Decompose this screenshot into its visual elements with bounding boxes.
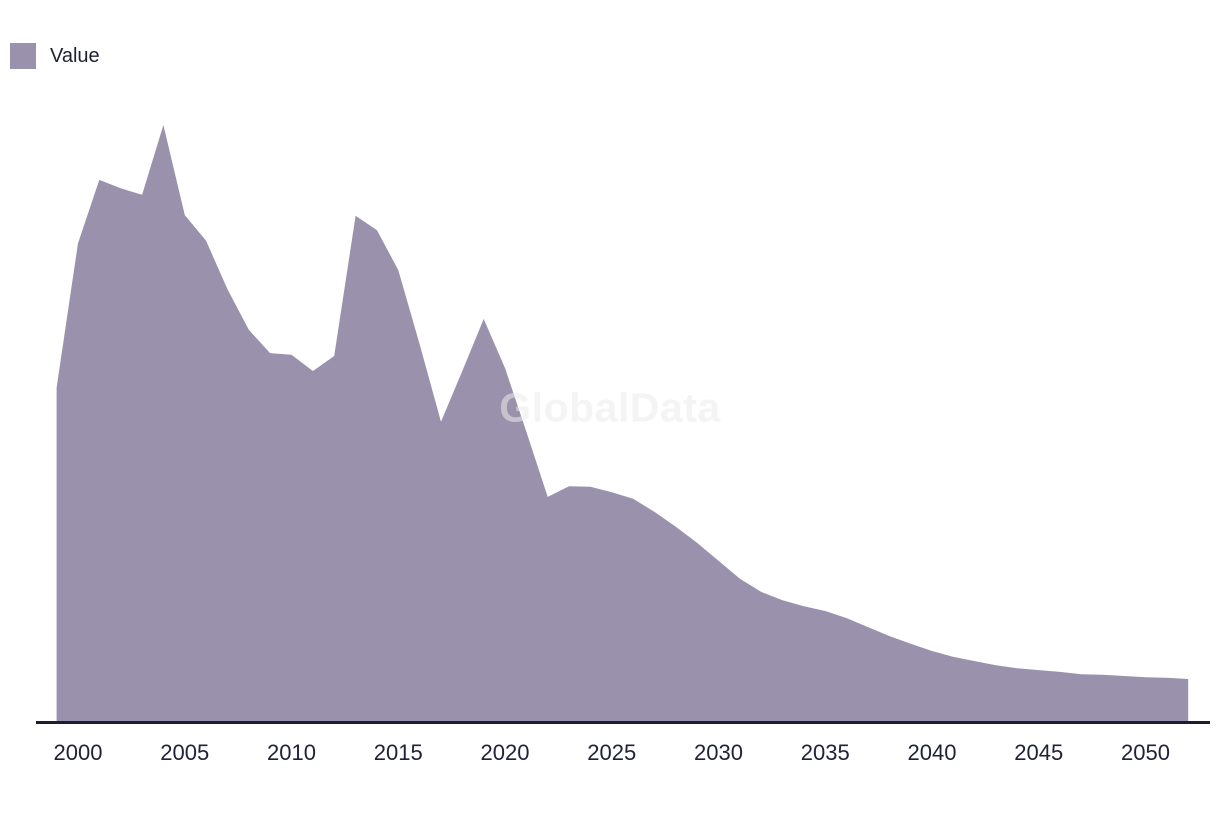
x-axis-tick-label: 2025	[587, 740, 637, 765]
x-axis-tick-label: 2000	[53, 740, 103, 765]
x-axis-tick-label: 2010	[267, 740, 316, 765]
x-axis-tick-label: 2035	[800, 740, 850, 765]
x-axis-tick-label: 2005	[160, 740, 210, 765]
legend-swatch	[10, 43, 36, 69]
x-axis-tick-label: 2030	[694, 740, 743, 765]
x-axis-tick-label: 2040	[907, 740, 957, 765]
x-axis-tick-label: 2020	[480, 740, 530, 765]
legend: Value	[10, 43, 100, 69]
legend-label: Value	[50, 45, 100, 67]
area-series-value	[56, 125, 1189, 722]
x-axis-tick-label: 2050	[1121, 740, 1170, 765]
x-axis-tick-label: 2045	[1014, 740, 1064, 765]
x-axis-tick-label: 2015	[373, 740, 423, 765]
x-axis: 2000 2005 2010 2015 2020 2025 2030 2035 2040 2045…	[0, 740, 1220, 780]
